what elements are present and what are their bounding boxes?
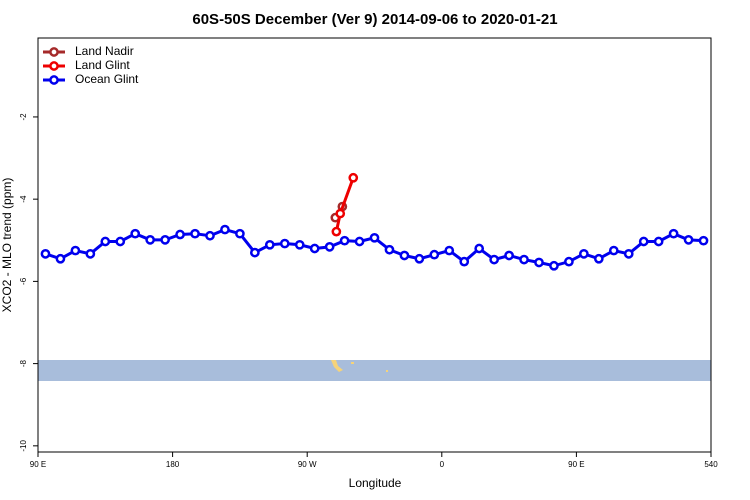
point bbox=[474, 243, 485, 254]
y-tick-label: -4 bbox=[19, 195, 28, 203]
point bbox=[331, 226, 342, 237]
y-tick-label: -10 bbox=[19, 440, 28, 452]
point bbox=[235, 228, 245, 239]
point bbox=[653, 236, 664, 247]
point bbox=[85, 248, 96, 259]
x-tick-label: 0 bbox=[440, 460, 445, 469]
point bbox=[190, 228, 200, 239]
point bbox=[175, 229, 185, 240]
point bbox=[100, 236, 111, 247]
legend-marker bbox=[49, 75, 59, 85]
point bbox=[115, 236, 126, 247]
point bbox=[414, 253, 425, 264]
point bbox=[638, 236, 649, 247]
point bbox=[40, 248, 51, 259]
x-axis-label: Longitude bbox=[349, 476, 402, 490]
x-tick-label: 180 bbox=[166, 460, 180, 469]
point bbox=[294, 239, 305, 250]
point bbox=[145, 235, 156, 245]
point bbox=[279, 238, 290, 249]
y-tick-label: -2 bbox=[19, 113, 28, 121]
point bbox=[623, 248, 634, 259]
map-land bbox=[331, 360, 343, 372]
map-land bbox=[351, 362, 354, 364]
x-tick-label: 90 E bbox=[30, 460, 46, 469]
legend-label: Land Nadir bbox=[75, 44, 134, 58]
point bbox=[130, 228, 141, 239]
point bbox=[205, 230, 215, 241]
point bbox=[309, 243, 320, 254]
point bbox=[489, 254, 499, 265]
point bbox=[70, 245, 81, 256]
point bbox=[504, 250, 514, 261]
point bbox=[324, 242, 335, 252]
point bbox=[384, 244, 395, 255]
point bbox=[264, 239, 275, 250]
point bbox=[564, 256, 574, 267]
point bbox=[354, 236, 365, 247]
point bbox=[698, 235, 709, 246]
point bbox=[534, 257, 544, 268]
point bbox=[250, 247, 260, 258]
point bbox=[519, 254, 529, 265]
y-axis-label: XCO2 - MLO trend (ppm) bbox=[0, 178, 14, 313]
point bbox=[55, 253, 66, 264]
plot-frame bbox=[37, 37, 712, 453]
y-tick-label: -8 bbox=[19, 360, 28, 368]
point bbox=[683, 235, 694, 245]
point bbox=[220, 224, 230, 235]
y-tick-label: -6 bbox=[19, 277, 28, 285]
point bbox=[160, 235, 170, 245]
point bbox=[348, 172, 359, 183]
legend-label: Land Glint bbox=[75, 58, 130, 72]
point bbox=[339, 235, 350, 246]
point bbox=[335, 208, 346, 219]
map-strip bbox=[38, 360, 711, 381]
point bbox=[429, 249, 440, 260]
point bbox=[459, 256, 470, 267]
point bbox=[579, 248, 589, 259]
legend-marker bbox=[49, 61, 59, 71]
legend-label: Ocean Glint bbox=[75, 72, 139, 86]
point bbox=[549, 260, 559, 271]
x-tick-label: 540 bbox=[704, 460, 718, 469]
chart-title: 60S-50S December (Ver 9) 2014-09-06 to 2… bbox=[192, 11, 557, 28]
point bbox=[593, 253, 604, 264]
map-land bbox=[386, 370, 388, 372]
x-tick-label: 90 W bbox=[298, 460, 317, 469]
point bbox=[369, 232, 380, 243]
point bbox=[668, 228, 679, 239]
legend-marker bbox=[49, 47, 59, 57]
point bbox=[608, 245, 619, 256]
x-tick-label: 90 E bbox=[568, 460, 584, 469]
point bbox=[444, 245, 455, 256]
point bbox=[399, 250, 410, 261]
